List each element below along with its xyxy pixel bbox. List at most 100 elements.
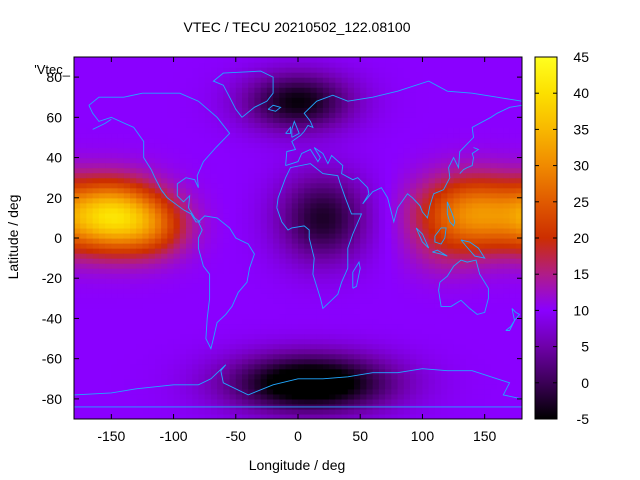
heatmap-cell — [198, 232, 206, 239]
heatmap-cell — [490, 227, 498, 234]
heatmap-cell — [98, 202, 106, 209]
heatmap-cell — [416, 343, 424, 350]
heatmap-cell — [92, 137, 100, 144]
heatmap-cell — [105, 137, 112, 144]
heatmap-cell — [273, 187, 280, 194]
heatmap-cell — [490, 167, 498, 174]
heatmap-cell — [80, 217, 88, 224]
heatmap-cell — [484, 363, 492, 370]
heatmap-cell — [111, 288, 119, 294]
heatmap-cell — [242, 92, 249, 98]
heatmap-cell — [223, 162, 231, 169]
heatmap-cell — [260, 258, 268, 264]
heatmap-cell — [329, 182, 336, 189]
heatmap-cell — [484, 248, 492, 254]
heatmap-cell — [335, 398, 343, 405]
heatmap-cell — [347, 288, 355, 294]
heatmap-cell — [273, 87, 280, 93]
heatmap-cell — [310, 57, 318, 63]
heatmap-cell — [360, 197, 368, 204]
heatmap-cell — [167, 77, 175, 83]
heatmap-cell — [111, 82, 119, 88]
heatmap-cell — [447, 293, 455, 299]
heatmap-cell — [484, 122, 492, 128]
heatmap-cell — [266, 167, 274, 174]
heatmap-cell — [347, 172, 355, 179]
heatmap-cell — [316, 207, 324, 214]
heatmap-cell — [298, 288, 305, 294]
heatmap-cell — [161, 137, 168, 144]
heatmap-cell — [136, 217, 144, 224]
heatmap-cell — [316, 258, 324, 264]
heatmap-cell — [385, 398, 392, 405]
heatmap-cell — [273, 253, 280, 259]
heatmap-cell — [453, 77, 461, 83]
heatmap-cell — [497, 243, 504, 249]
heatmap-cell — [372, 278, 380, 284]
heatmap-cell — [459, 232, 467, 239]
heatmap-cell — [279, 308, 287, 315]
heatmap-cell — [310, 328, 318, 335]
heatmap-cell — [86, 358, 94, 365]
heatmap-cell — [434, 413, 442, 419]
heatmap-cell — [378, 373, 386, 380]
heatmap-cell — [360, 147, 368, 154]
heatmap-cell — [447, 57, 455, 63]
heatmap-cell — [484, 117, 492, 123]
heatmap-cell — [347, 353, 355, 360]
heatmap-cell — [484, 112, 492, 118]
heatmap-cell — [204, 328, 212, 335]
heatmap-cell — [279, 288, 287, 294]
heatmap-cell — [92, 383, 100, 390]
heatmap-cell — [210, 82, 218, 88]
heatmap-cell — [130, 197, 137, 204]
heatmap-cell — [173, 353, 181, 360]
heatmap-cell — [310, 62, 318, 68]
heatmap-cell — [490, 323, 498, 330]
heatmap-cell — [98, 293, 106, 299]
heatmap-cell — [434, 283, 442, 289]
heatmap-cell — [210, 182, 218, 189]
heatmap-cell — [142, 378, 150, 385]
heatmap-cell — [74, 303, 81, 309]
heatmap-cell — [428, 343, 436, 350]
heatmap-cell — [105, 398, 112, 405]
heatmap-cell — [173, 112, 181, 118]
heatmap-cell — [416, 323, 424, 330]
heatmap-cell — [347, 343, 355, 350]
heatmap-cell — [266, 132, 274, 139]
heatmap-cell — [354, 67, 361, 73]
heatmap-cell — [360, 122, 368, 128]
heatmap-cell — [285, 278, 293, 284]
heatmap-cell — [490, 72, 498, 78]
heatmap-cell — [291, 232, 299, 239]
heatmap-cell — [347, 127, 355, 134]
heatmap-cell — [86, 383, 94, 390]
heatmap-cell — [154, 87, 162, 93]
heatmap-cell — [329, 368, 336, 375]
heatmap-cell — [478, 202, 486, 209]
heatmap-cell — [466, 112, 473, 118]
heatmap-cell — [154, 388, 162, 395]
heatmap-cell — [92, 263, 100, 269]
heatmap-cell — [192, 197, 200, 204]
heatmap-cell — [447, 318, 455, 325]
heatmap-cell — [354, 343, 361, 350]
heatmap-cell — [410, 177, 417, 184]
heatmap-cell — [179, 358, 187, 365]
heatmap-cell — [478, 177, 486, 184]
heatmap-cell — [86, 353, 94, 360]
heatmap-cell — [248, 222, 256, 229]
heatmap-cell — [298, 182, 305, 189]
heatmap-cell — [123, 283, 131, 289]
heatmap-cell — [490, 212, 498, 219]
heatmap-cell — [428, 283, 436, 289]
heatmap-cell — [74, 222, 81, 229]
heatmap-cell — [497, 222, 504, 229]
heatmap-cell — [204, 293, 212, 299]
heatmap-cell — [248, 283, 256, 289]
heatmap-cell — [223, 348, 231, 355]
heatmap-cell — [80, 398, 88, 405]
heatmap-cell — [130, 408, 137, 415]
heatmap-cell — [459, 358, 467, 365]
